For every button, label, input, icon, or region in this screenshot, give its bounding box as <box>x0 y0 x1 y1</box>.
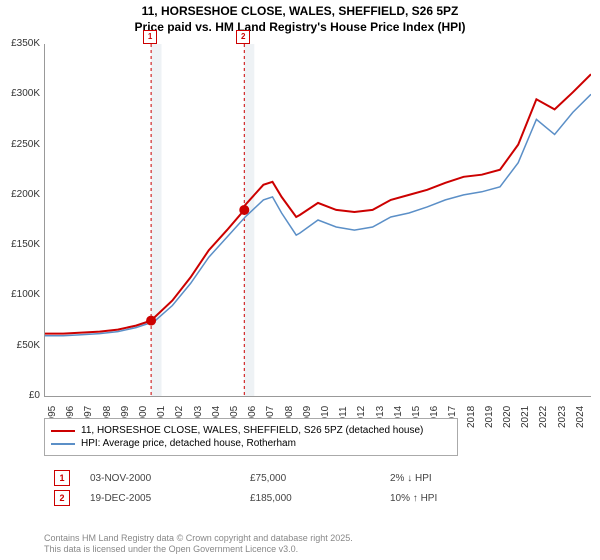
x-tick-label: 2022 <box>538 406 549 428</box>
footer: Contains HM Land Registry data © Crown c… <box>44 533 353 556</box>
legend-label-1: 11, HORSESHOE CLOSE, WALES, SHEFFIELD, S… <box>81 425 423 436</box>
y-tick-label: £100K <box>0 289 40 300</box>
title-line1: 11, HORSESHOE CLOSE, WALES, SHEFFIELD, S… <box>0 4 600 20</box>
x-tick-label: 2018 <box>466 406 477 428</box>
event-badge-1: 1 <box>54 470 70 486</box>
chart-container: 11, HORSESHOE CLOSE, WALES, SHEFFIELD, S… <box>0 0 600 560</box>
event-date: 19-DEC-2005 <box>90 493 210 504</box>
event-row-2: 2 19-DEC-2005 £185,000 10% ↑ HPI <box>54 490 477 506</box>
footer-line1: Contains HM Land Registry data © Crown c… <box>44 533 353 545</box>
x-tick-label: 2020 <box>502 406 513 428</box>
y-tick-label: £150K <box>0 239 40 250</box>
chart-svg <box>45 44 591 396</box>
event-delta: 10% ↑ HPI <box>390 493 437 504</box>
legend-row-2: HPI: Average price, detached house, Roth… <box>51 438 451 449</box>
x-tick-label: 2023 <box>557 406 568 428</box>
event-date: 03-NOV-2000 <box>90 473 210 484</box>
y-tick-label: £0 <box>0 390 40 401</box>
chart-title: 11, HORSESHOE CLOSE, WALES, SHEFFIELD, S… <box>0 0 600 35</box>
x-tick-label: 2019 <box>484 406 495 428</box>
y-tick-label: £50K <box>0 340 40 351</box>
legend-row-1: 11, HORSESHOE CLOSE, WALES, SHEFFIELD, S… <box>51 425 451 436</box>
plot-area <box>44 44 591 397</box>
y-tick-label: £350K <box>0 38 40 49</box>
marker-badge-2: 2 <box>236 30 250 44</box>
legend: 11, HORSESHOE CLOSE, WALES, SHEFFIELD, S… <box>44 418 458 456</box>
event-price: £185,000 <box>250 493 350 504</box>
legend-swatch-1 <box>51 430 75 432</box>
event-badge-2: 2 <box>54 490 70 506</box>
event-price: £75,000 <box>250 473 350 484</box>
x-tick-label: 2021 <box>520 406 531 428</box>
title-line2: Price paid vs. HM Land Registry's House … <box>0 20 600 36</box>
legend-label-2: HPI: Average price, detached house, Roth… <box>81 438 296 449</box>
y-tick-label: £250K <box>0 139 40 150</box>
y-tick-label: £200K <box>0 189 40 200</box>
legend-swatch-2 <box>51 443 75 445</box>
event-delta: 2% ↓ HPI <box>390 473 432 484</box>
footer-line2: This data is licensed under the Open Gov… <box>44 544 353 556</box>
event-row-1: 1 03-NOV-2000 £75,000 2% ↓ HPI <box>54 470 472 486</box>
marker-badge-1: 1 <box>143 30 157 44</box>
x-tick-label: 2024 <box>575 406 586 428</box>
y-tick-label: £300K <box>0 88 40 99</box>
